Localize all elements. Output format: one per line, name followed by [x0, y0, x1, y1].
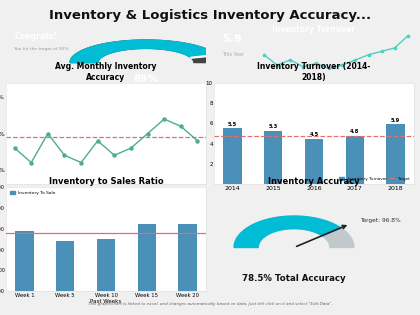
Text: You hit the target of 95%: You hit the target of 95% [14, 47, 69, 51]
Text: 4.8: 4.8 [350, 129, 360, 135]
Text: Target: 96.8%: Target: 96.8% [360, 218, 401, 223]
Bar [223, 129, 241, 184]
Text: 5.9: 5.9 [222, 34, 242, 44]
Polygon shape [234, 216, 354, 248]
Polygon shape [234, 216, 341, 248]
Text: This graph/chart is linked to excel, and changes automatically based on data. Ju: This graph/chart is linked to excel, and… [88, 302, 332, 306]
Bar [97, 239, 115, 291]
Title: Inventory Accuracy: Inventory Accuracy [268, 177, 360, 186]
Text: 5.9: 5.9 [391, 118, 400, 123]
Bar [178, 225, 197, 291]
Legend: Inventory To Sale: Inventory To Sale [8, 189, 58, 197]
Text: Congrats!: Congrats! [14, 32, 57, 41]
Title: Inventory Turnover (2014-
2018): Inventory Turnover (2014- 2018) [257, 62, 370, 82]
Polygon shape [70, 40, 222, 63]
Polygon shape [70, 40, 217, 63]
Bar [305, 139, 323, 184]
Legend: Inventory Turnover, Target: Inventory Turnover, Target [338, 175, 412, 182]
X-axis label: Past Weeks: Past Weeks [90, 299, 122, 304]
Bar [386, 124, 404, 184]
Text: 5.3: 5.3 [268, 124, 278, 129]
Text: Inventory & Logistics Inventory Accuracy...: Inventory & Logistics Inventory Accuracy… [49, 9, 371, 22]
Bar [346, 135, 364, 184]
Bar [264, 130, 282, 184]
Title: Inventory to Sales Ratio: Inventory to Sales Ratio [49, 177, 163, 186]
Bar [138, 225, 156, 291]
Bar [56, 241, 74, 291]
Text: 5.5: 5.5 [228, 122, 237, 127]
Title: Avg. Monthly Inventory
Accuracy: Avg. Monthly Inventory Accuracy [55, 62, 157, 82]
Text: 89%: 89% [134, 74, 158, 84]
Text: This Year: This Year [222, 52, 244, 57]
Text: Inventory Turnover: Inventory Turnover [273, 25, 355, 34]
Bar [16, 231, 34, 291]
Polygon shape [191, 54, 218, 58]
Text: 4.5: 4.5 [309, 132, 319, 137]
Text: 78.5% Total Accuracy: 78.5% Total Accuracy [242, 274, 346, 283]
